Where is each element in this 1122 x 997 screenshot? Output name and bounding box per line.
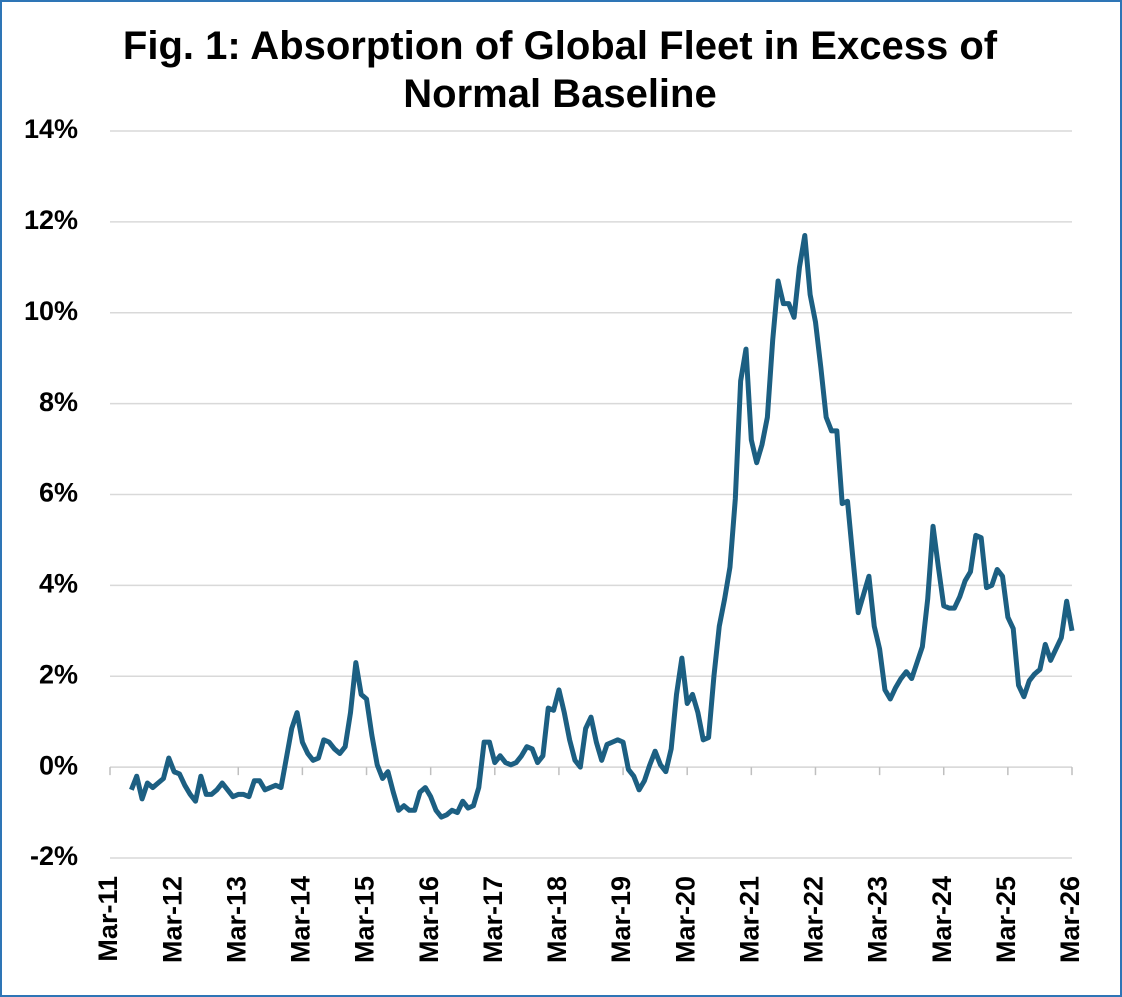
x-tick-label: Mar-17 xyxy=(478,876,508,963)
y-tick-label: 6% xyxy=(39,478,78,508)
y-tick-label: -2% xyxy=(30,841,78,871)
x-tick-label: Mar-16 xyxy=(414,876,444,963)
x-tick-label: Mar-22 xyxy=(799,876,829,963)
x-tick-label: Mar-11 xyxy=(93,876,123,962)
x-tick-label: Mar-19 xyxy=(606,876,636,963)
x-tick-label: Mar-20 xyxy=(670,876,700,963)
x-tick-label: Mar-12 xyxy=(157,876,187,963)
x-tick-label: Mar-15 xyxy=(350,876,380,963)
y-tick-label: 2% xyxy=(39,659,78,689)
x-tick-label: Mar-23 xyxy=(863,876,893,963)
y-tick-label: 4% xyxy=(39,569,78,599)
x-tick-label: Mar-21 xyxy=(734,876,764,963)
series-line xyxy=(129,233,1075,820)
y-tick-label: 10% xyxy=(24,296,78,326)
x-tick-label: Mar-13 xyxy=(221,876,251,963)
y-tick-label: 0% xyxy=(39,750,78,780)
chart-title: Fig. 1: Absorption of Global Fleet in Ex… xyxy=(122,24,998,116)
y-tick-label: 8% xyxy=(39,387,78,417)
y-tick-label: 12% xyxy=(24,205,78,235)
x-tick-label: Mar-24 xyxy=(927,876,957,963)
x-tick-label: Mar-14 xyxy=(286,876,316,963)
y-tick-label: 14% xyxy=(24,114,78,144)
x-tick-label: Mar-25 xyxy=(991,876,1021,963)
x-tick-label: Mar-26 xyxy=(1055,876,1085,963)
x-tick-label: Mar-18 xyxy=(542,876,572,963)
